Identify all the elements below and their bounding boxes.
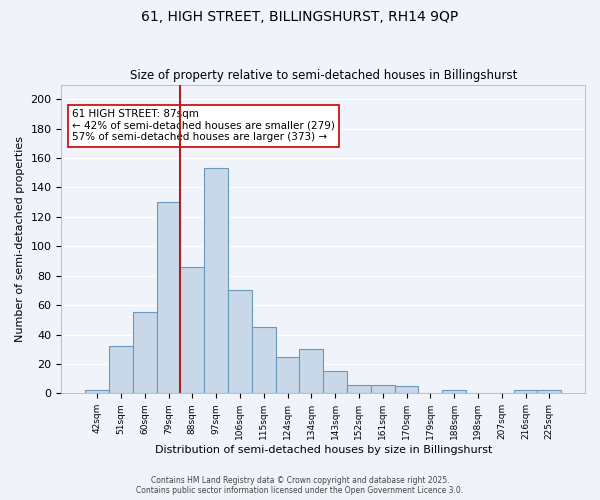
Bar xyxy=(514,390,538,394)
Text: 61, HIGH STREET, BILLINGSHURST, RH14 9QP: 61, HIGH STREET, BILLINGSHURST, RH14 9QP xyxy=(142,10,458,24)
Bar xyxy=(157,202,181,394)
Y-axis label: Number of semi-detached properties: Number of semi-detached properties xyxy=(15,136,25,342)
Bar xyxy=(204,168,228,394)
Bar xyxy=(323,372,347,394)
Bar xyxy=(371,384,395,394)
Bar xyxy=(395,386,418,394)
Bar xyxy=(347,384,371,394)
Bar xyxy=(109,346,133,394)
Bar xyxy=(538,390,561,394)
Bar xyxy=(133,312,157,394)
Bar xyxy=(228,290,252,394)
Bar xyxy=(442,390,466,394)
Bar xyxy=(299,349,323,394)
Bar xyxy=(181,267,204,394)
Text: Contains HM Land Registry data © Crown copyright and database right 2025.
Contai: Contains HM Land Registry data © Crown c… xyxy=(136,476,464,495)
Title: Size of property relative to semi-detached houses in Billingshurst: Size of property relative to semi-detach… xyxy=(130,69,517,82)
Bar xyxy=(275,356,299,394)
X-axis label: Distribution of semi-detached houses by size in Billingshurst: Distribution of semi-detached houses by … xyxy=(155,445,492,455)
Bar xyxy=(85,390,109,394)
Text: 61 HIGH STREET: 87sqm
← 42% of semi-detached houses are smaller (279)
57% of sem: 61 HIGH STREET: 87sqm ← 42% of semi-deta… xyxy=(72,110,335,142)
Bar xyxy=(252,327,275,394)
